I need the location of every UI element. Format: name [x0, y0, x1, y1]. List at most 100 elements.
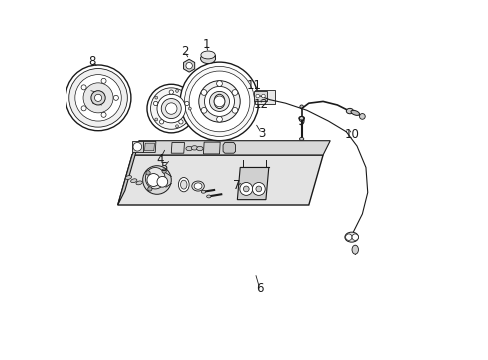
Circle shape	[198, 81, 240, 122]
Circle shape	[261, 94, 264, 98]
Circle shape	[94, 94, 102, 102]
Polygon shape	[255, 90, 274, 104]
Polygon shape	[237, 167, 268, 200]
Text: 10: 10	[344, 128, 359, 141]
Circle shape	[161, 99, 181, 118]
Circle shape	[150, 88, 192, 129]
Circle shape	[214, 96, 224, 107]
Ellipse shape	[201, 190, 205, 193]
Circle shape	[359, 113, 365, 119]
Ellipse shape	[191, 146, 197, 150]
Circle shape	[145, 171, 150, 175]
Circle shape	[162, 169, 166, 173]
Circle shape	[345, 234, 351, 240]
Circle shape	[155, 118, 157, 121]
Text: 11: 11	[246, 79, 262, 92]
Circle shape	[83, 83, 113, 113]
Text: 2: 2	[181, 45, 188, 58]
Circle shape	[185, 63, 192, 69]
Circle shape	[188, 107, 191, 110]
Text: 12: 12	[254, 99, 268, 112]
Circle shape	[180, 62, 258, 141]
Polygon shape	[118, 141, 139, 205]
Circle shape	[179, 120, 183, 124]
Circle shape	[184, 101, 189, 105]
Ellipse shape	[125, 176, 131, 179]
Circle shape	[216, 116, 222, 122]
Polygon shape	[132, 141, 142, 153]
Circle shape	[65, 65, 131, 131]
Ellipse shape	[344, 232, 358, 242]
Ellipse shape	[194, 183, 202, 189]
Ellipse shape	[206, 195, 210, 198]
Ellipse shape	[299, 105, 303, 109]
Circle shape	[75, 75, 121, 121]
Polygon shape	[118, 155, 323, 205]
Polygon shape	[223, 143, 235, 153]
Circle shape	[155, 96, 157, 99]
Ellipse shape	[136, 181, 142, 185]
Text: 3: 3	[258, 127, 265, 140]
Text: 7: 7	[232, 179, 240, 192]
Polygon shape	[171, 143, 184, 153]
Ellipse shape	[298, 116, 304, 120]
Circle shape	[159, 120, 163, 124]
Circle shape	[209, 91, 229, 111]
Circle shape	[147, 174, 160, 186]
Circle shape	[243, 186, 248, 192]
Ellipse shape	[196, 147, 203, 151]
Circle shape	[252, 183, 264, 195]
Ellipse shape	[180, 180, 186, 189]
Ellipse shape	[214, 94, 224, 109]
Circle shape	[189, 71, 249, 132]
Ellipse shape	[201, 51, 215, 59]
Ellipse shape	[350, 110, 359, 115]
Circle shape	[240, 183, 252, 195]
Circle shape	[165, 103, 177, 114]
Circle shape	[255, 94, 259, 98]
Text: 4: 4	[156, 153, 163, 166]
Ellipse shape	[299, 138, 303, 140]
Circle shape	[201, 108, 206, 113]
Polygon shape	[144, 143, 154, 151]
Circle shape	[204, 86, 234, 116]
Circle shape	[175, 90, 178, 92]
Text: 8: 8	[88, 55, 96, 68]
Circle shape	[175, 125, 178, 128]
Text: 1: 1	[202, 38, 210, 51]
Ellipse shape	[145, 167, 164, 189]
Circle shape	[147, 84, 195, 133]
Circle shape	[133, 143, 142, 151]
Text: 6: 6	[256, 283, 263, 296]
Circle shape	[232, 108, 237, 113]
Circle shape	[169, 90, 173, 94]
Circle shape	[157, 94, 185, 123]
Ellipse shape	[142, 166, 171, 194]
Circle shape	[101, 78, 106, 84]
Circle shape	[351, 234, 358, 240]
Circle shape	[184, 66, 254, 136]
Text: 5: 5	[160, 161, 167, 174]
Circle shape	[232, 90, 237, 95]
Circle shape	[201, 90, 206, 95]
Circle shape	[255, 186, 261, 192]
Polygon shape	[254, 91, 266, 102]
Circle shape	[147, 187, 152, 191]
Ellipse shape	[130, 179, 137, 183]
Circle shape	[81, 85, 86, 90]
Circle shape	[69, 68, 127, 127]
Circle shape	[216, 81, 222, 86]
Circle shape	[101, 112, 106, 117]
Circle shape	[157, 176, 167, 187]
Circle shape	[113, 95, 118, 100]
Polygon shape	[142, 141, 156, 153]
Ellipse shape	[185, 147, 192, 151]
Circle shape	[81, 106, 86, 111]
Ellipse shape	[191, 181, 204, 191]
Ellipse shape	[346, 108, 353, 114]
Polygon shape	[203, 142, 220, 154]
Polygon shape	[132, 141, 329, 155]
Ellipse shape	[178, 177, 189, 192]
Text: 9: 9	[296, 114, 304, 127]
Ellipse shape	[351, 245, 358, 254]
